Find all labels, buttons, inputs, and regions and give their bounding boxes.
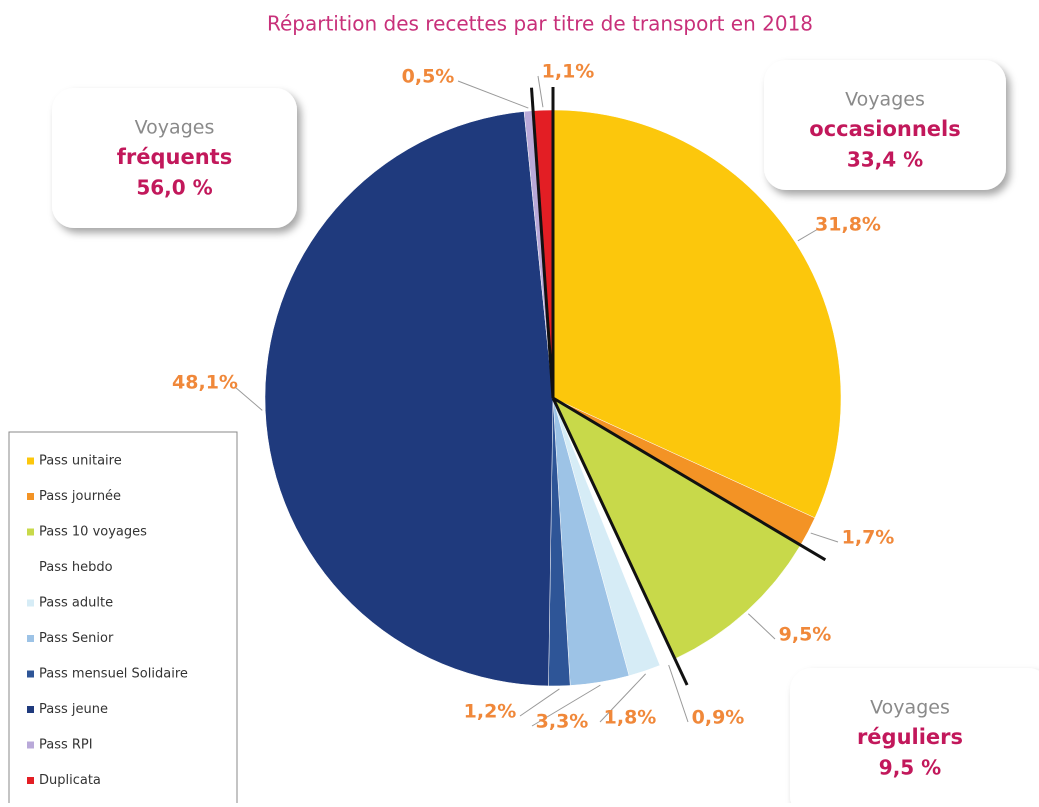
group-name: réguliers [857, 725, 963, 749]
data-label: 48,1% [172, 372, 238, 394]
legend-swatch [27, 635, 34, 642]
data-label: 9,5% [779, 624, 832, 646]
leader-line [797, 228, 819, 242]
legend-label: Pass 10 voyages [39, 525, 147, 540]
legend-label: Duplicata [39, 773, 101, 788]
leader-line [537, 75, 544, 108]
legend-label: Pass unitaire [39, 454, 122, 469]
group-name: occasionnels [809, 117, 960, 141]
data-label: 1,2% [464, 701, 517, 723]
legend-swatch [27, 493, 34, 500]
leader-line [810, 532, 839, 543]
legend-swatch [27, 706, 34, 713]
pie-slice [552, 397, 801, 660]
leader-line [531, 684, 601, 727]
group-boxes: Voyages fréquents 56,0 % Voyages occasionnel… [52, 60, 1039, 807]
group-line1: Voyages [870, 697, 950, 719]
pie-slice [264, 111, 554, 687]
legend-label: Pass mensuel Solidaire [39, 667, 188, 682]
legend-swatch [27, 777, 34, 784]
leader-line [457, 80, 529, 109]
group-name: fréquents [117, 145, 232, 169]
data-label: 1,1% [542, 61, 595, 83]
group-share: 56,0 % [136, 176, 212, 200]
data-label: 0,9% [692, 707, 745, 729]
group-separator [530, 87, 555, 399]
leader-line [519, 688, 560, 717]
legend-swatch [27, 564, 34, 571]
legend: Pass unitaire Pass journée Pass 10 voyages… [27, 454, 188, 788]
pie: 31,8% 1,7% 9,5% 0,9% 1,8% 3,3% 1,2% 48,1% 0,5% 1,… [172, 61, 894, 733]
legend-swatch [27, 741, 34, 749]
group-line1: Voyages [845, 89, 925, 111]
data-label: 1,7% [842, 527, 895, 549]
group-separator [551, 397, 689, 686]
chart-title: Répartition des recettes par titre de tr… [267, 12, 813, 36]
legend-swatch [27, 528, 34, 536]
legend-swatch [27, 670, 34, 678]
legend-swatch [27, 599, 34, 607]
group-share: 9,5 % [879, 756, 941, 780]
leader-line [599, 673, 646, 723]
group-separator [552, 396, 827, 562]
group-line1: Voyages [135, 117, 215, 139]
leader-line [747, 613, 776, 640]
pie-slice [552, 109, 842, 519]
data-label: 0,5% [402, 66, 455, 88]
legend-label: Pass journée [39, 489, 121, 504]
group-share: 33,4 % [847, 148, 923, 172]
group-box [52, 88, 297, 228]
data-label: 31,8% [815, 214, 881, 236]
group-box [790, 668, 1039, 807]
legend-label: Pass RPI [39, 738, 93, 753]
legend-label: Pass hebdo [39, 560, 113, 575]
legend-label: Pass jeune [39, 702, 108, 717]
data-label: 1,8% [604, 707, 657, 729]
legend-box [8, 431, 238, 807]
legend-swatch [27, 457, 34, 465]
group-box [764, 60, 1006, 190]
leader-line [234, 386, 263, 411]
legend-label: Pass Senior [39, 631, 114, 646]
leader-line [668, 664, 689, 723]
data-label: 3,3% [536, 711, 589, 733]
legend-label: Pass adulte [39, 596, 113, 611]
